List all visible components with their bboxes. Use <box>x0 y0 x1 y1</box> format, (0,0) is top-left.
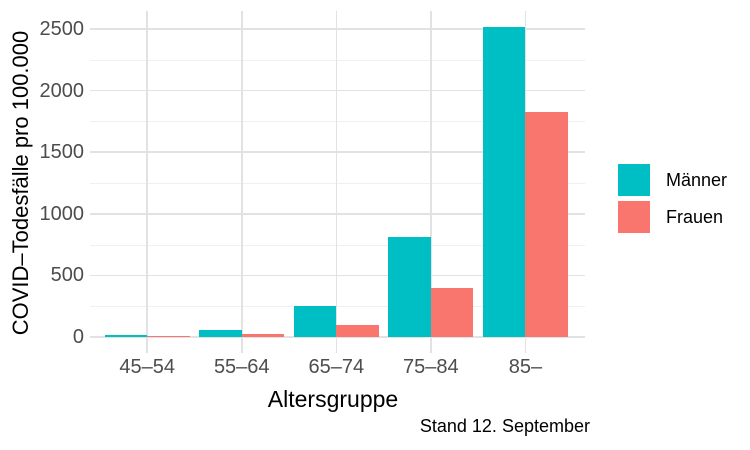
x-tick-label: 75–84 <box>403 356 459 378</box>
gridline-minor <box>90 59 585 61</box>
bar-frauen <box>525 111 568 337</box>
legend-label: Männer <box>666 169 728 190</box>
gridline-minor <box>90 121 585 123</box>
gridline-vertical <box>240 11 243 353</box>
y-tick-label: 500 <box>50 264 84 287</box>
bar-frauen <box>241 333 285 337</box>
x-tick-label: 65–74 <box>308 356 365 378</box>
y-tick-label: 1000 <box>39 202 85 225</box>
gridline-major <box>90 28 585 30</box>
gridline-major <box>90 151 585 153</box>
gridline-vertical <box>335 11 338 353</box>
bar-frauen <box>147 336 190 337</box>
y-axis-title: COVID–Todesfälle pro 100.000 <box>8 30 33 336</box>
legend-item: Männer <box>618 164 727 196</box>
legend-label: Frauen <box>666 206 724 227</box>
gridline-vertical <box>430 11 432 353</box>
legend: Männer Frauen <box>618 164 727 233</box>
x-tick-label: 55–64 <box>213 356 270 378</box>
y-tick-label: 2500 <box>39 18 85 40</box>
gridline-major <box>90 274 585 277</box>
gridline-major <box>90 336 585 338</box>
legend-item: Frauen <box>618 201 727 233</box>
y-tick-label: 2000 <box>39 79 85 102</box>
gridline-minor <box>90 306 585 308</box>
bar-frauen <box>430 288 474 337</box>
gridline-vertical <box>146 11 148 353</box>
gridline-minor <box>90 244 585 246</box>
gridline-major <box>90 213 585 215</box>
bar-maenner <box>199 329 242 337</box>
y-tick-label: 1500 <box>39 141 85 164</box>
x-tick-label: 85– <box>508 356 543 378</box>
gridline-minor <box>90 183 585 184</box>
gridline-major <box>90 89 585 92</box>
legend-swatch <box>618 201 650 233</box>
legend-swatch <box>618 164 650 196</box>
bar-maenner <box>482 27 526 337</box>
plot-panel <box>90 11 585 353</box>
bar-maenner <box>388 237 431 337</box>
bar-maenner <box>104 335 148 337</box>
bar-frauen <box>336 324 379 337</box>
bar-maenner <box>293 306 337 337</box>
y-tick-label: 0 <box>72 326 84 348</box>
chart-caption: Stand 12. September <box>419 416 590 436</box>
x-axis-title: Altersgruppe <box>267 386 399 412</box>
x-tick-label: 45–54 <box>119 356 175 378</box>
